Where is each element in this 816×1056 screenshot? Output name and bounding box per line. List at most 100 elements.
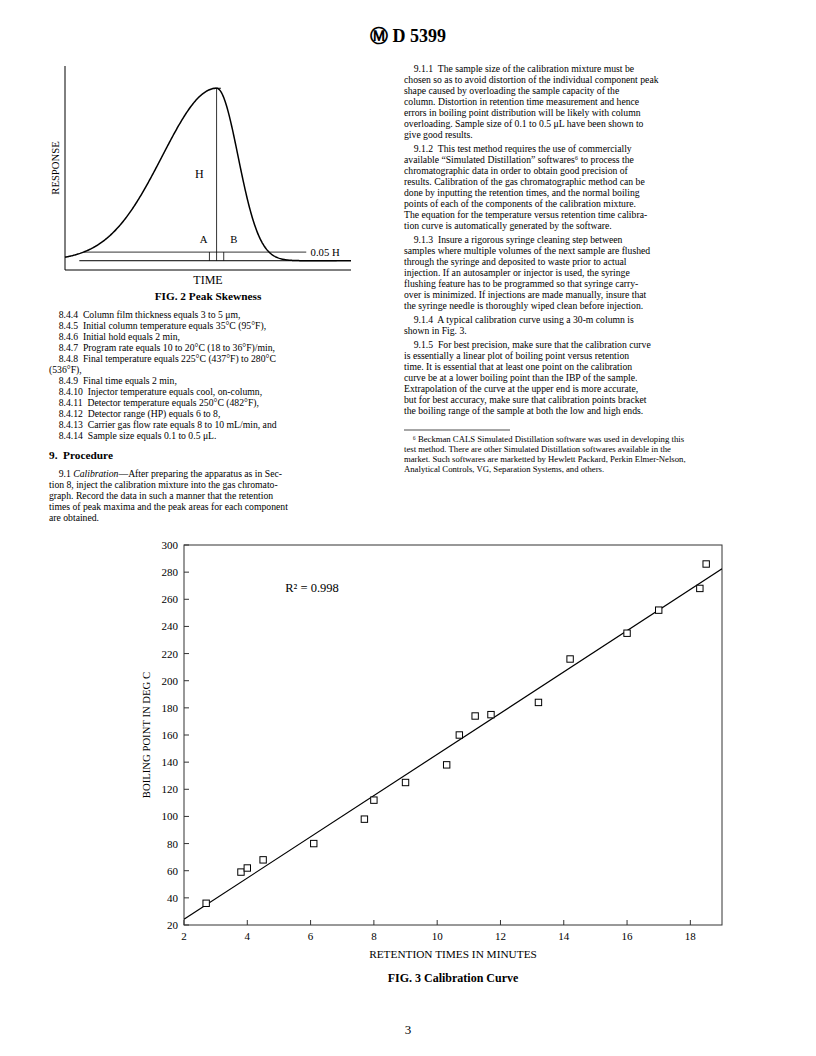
y-axis-label: BOILING POINT IN DEG C [140,672,152,798]
data-point [472,713,478,719]
body-text-run: Calibration [73,468,118,479]
footnote-line: ⁶ Beckman CALS Simulated Distillation so… [404,434,685,444]
y-tick [184,925,189,926]
diagram-annotation: 0.05 H [311,246,340,258]
body-text-line: give good results. [404,129,473,140]
body-text-line: graph. Record the data in such a manner … [49,490,273,501]
y-tick-label: 40 [167,892,179,904]
y-tick-label: 60 [167,865,179,877]
body-text-line: samples where multiple volumes of the ne… [404,245,650,256]
y-tick-label: 260 [162,593,179,605]
footnote-line: Analytical Controls, VG, Separation Syst… [404,464,604,474]
diagram-peak [65,88,351,260]
y-tick-label: 280 [162,566,179,578]
plot-marks [184,561,722,919]
x-tick [690,920,691,925]
data-point [624,630,630,636]
diagram-line [223,252,224,261]
body-text-line: overloading. Sample size of 0.1 to 0.5 μ… [404,118,644,129]
footnote-rule [404,430,510,431]
y-tick-label: 300 [162,539,179,551]
body-text-run: 9.1 [49,468,73,479]
footnote-line: market. Such softwares are marketted by … [404,454,686,464]
body-text-line: 9.1.2 This test method requires the use … [404,143,632,154]
y-tick [184,762,189,763]
x-tick-label: 4 [245,930,251,942]
y-tick [184,599,189,600]
body-text-line: chromatographic data in order to obtain … [404,165,629,176]
calibration-chart: 2468101214161820406080100120140160180200… [140,539,722,985]
data-point [402,779,408,785]
body-text-line: column. Distortion in retention time mea… [404,96,639,107]
body-text-line: tion curve is automatically generated by… [404,220,612,231]
diagram-annotation: B [230,233,237,245]
figure-caption: FIG. 3 Calibration Curve [388,971,519,985]
body-text-line: through the syringe and deposited to was… [404,256,627,267]
x-tick-label: 14 [558,930,570,942]
x-tick-label: 12 [495,930,506,942]
y-tick [184,680,189,681]
x-tick-label: 18 [685,930,697,942]
y-tick [184,626,189,627]
body-text-line: The equation for the temperature versus … [404,209,647,220]
body-text-line: errors in boiling point distribution wil… [404,107,641,118]
body-text-line: 9.1 Calibration—After preparing the appa… [49,468,282,479]
y-tick-label: 80 [167,838,179,850]
y-tick [184,816,189,817]
data-point [656,607,662,613]
data-point [697,585,703,591]
y-tick [184,707,189,708]
peak-skewness-diagram: HAB0.05 HTIMERESPONSEFIG. 2 Peak Skewnes… [49,66,351,302]
diagram-annotation: H [195,167,204,181]
diagram-annotation: A [200,233,208,245]
x-tick-label: 16 [622,930,634,942]
body-text-line: 9.1.1 The sample size of the calibration… [404,63,634,74]
data-point [203,900,209,906]
body-text-line: shape caused by overloading the sample c… [404,85,619,96]
body-text-line: is essentially a linear plot of boiling … [404,350,629,361]
y-tick [184,897,189,898]
body-text-line: 8.4.9 Final time equals 2 min, [49,375,177,386]
data-point [371,797,377,803]
diagram-line [84,252,307,253]
y-tick-label: 200 [162,675,179,687]
x-tick-label: 6 [308,930,314,942]
y-tick-label: 120 [162,783,179,795]
body-text-line: points of each of the components of the … [404,198,636,209]
x-tick [310,920,311,925]
y-tick [184,545,189,546]
x-tick [184,920,185,925]
diagram-axis [65,270,351,271]
diagram-axis [65,66,66,270]
y-tick [184,735,189,736]
y-tick [184,653,189,654]
x-tick [247,920,248,925]
diagram-line [209,252,210,261]
body-text-line: 8.4.13 Carrier gas flow rate equals 8 to… [49,419,277,430]
body-text-line: chosen so as to avoid distortion of the … [404,74,659,85]
data-point [443,762,449,768]
y-tick [184,843,189,844]
x-tick [437,920,438,925]
body-text-line: 9.1.4 A typical calibration curve using … [404,314,634,325]
body-text-run: —After preparing the apparatus as in Sec… [117,468,282,479]
body-text-line: time. It is essential that at least one … [404,361,632,372]
page-background [0,0,816,1056]
data-point [311,840,317,846]
x-tick-label: 8 [371,930,377,942]
page-number: 3 [405,1022,412,1037]
data-point [456,732,462,738]
y-tick-label: 240 [162,620,179,632]
footnote-line: test method. There are other Simulated D… [404,444,671,454]
body-text-line: 9.1.3 Insure a rigorous syringe cleaning… [404,234,623,245]
y-tick [184,789,189,790]
x-tick-label: 2 [181,930,187,942]
data-point [361,816,367,822]
y-tick-label: 100 [162,810,179,822]
body-text-line: injection. If an autosampler or injector… [404,267,630,278]
x-tick [373,920,374,925]
section-heading: 9. Procedure [49,449,113,461]
y-tick [184,870,189,871]
x-tick [563,920,564,925]
data-point [260,857,266,863]
